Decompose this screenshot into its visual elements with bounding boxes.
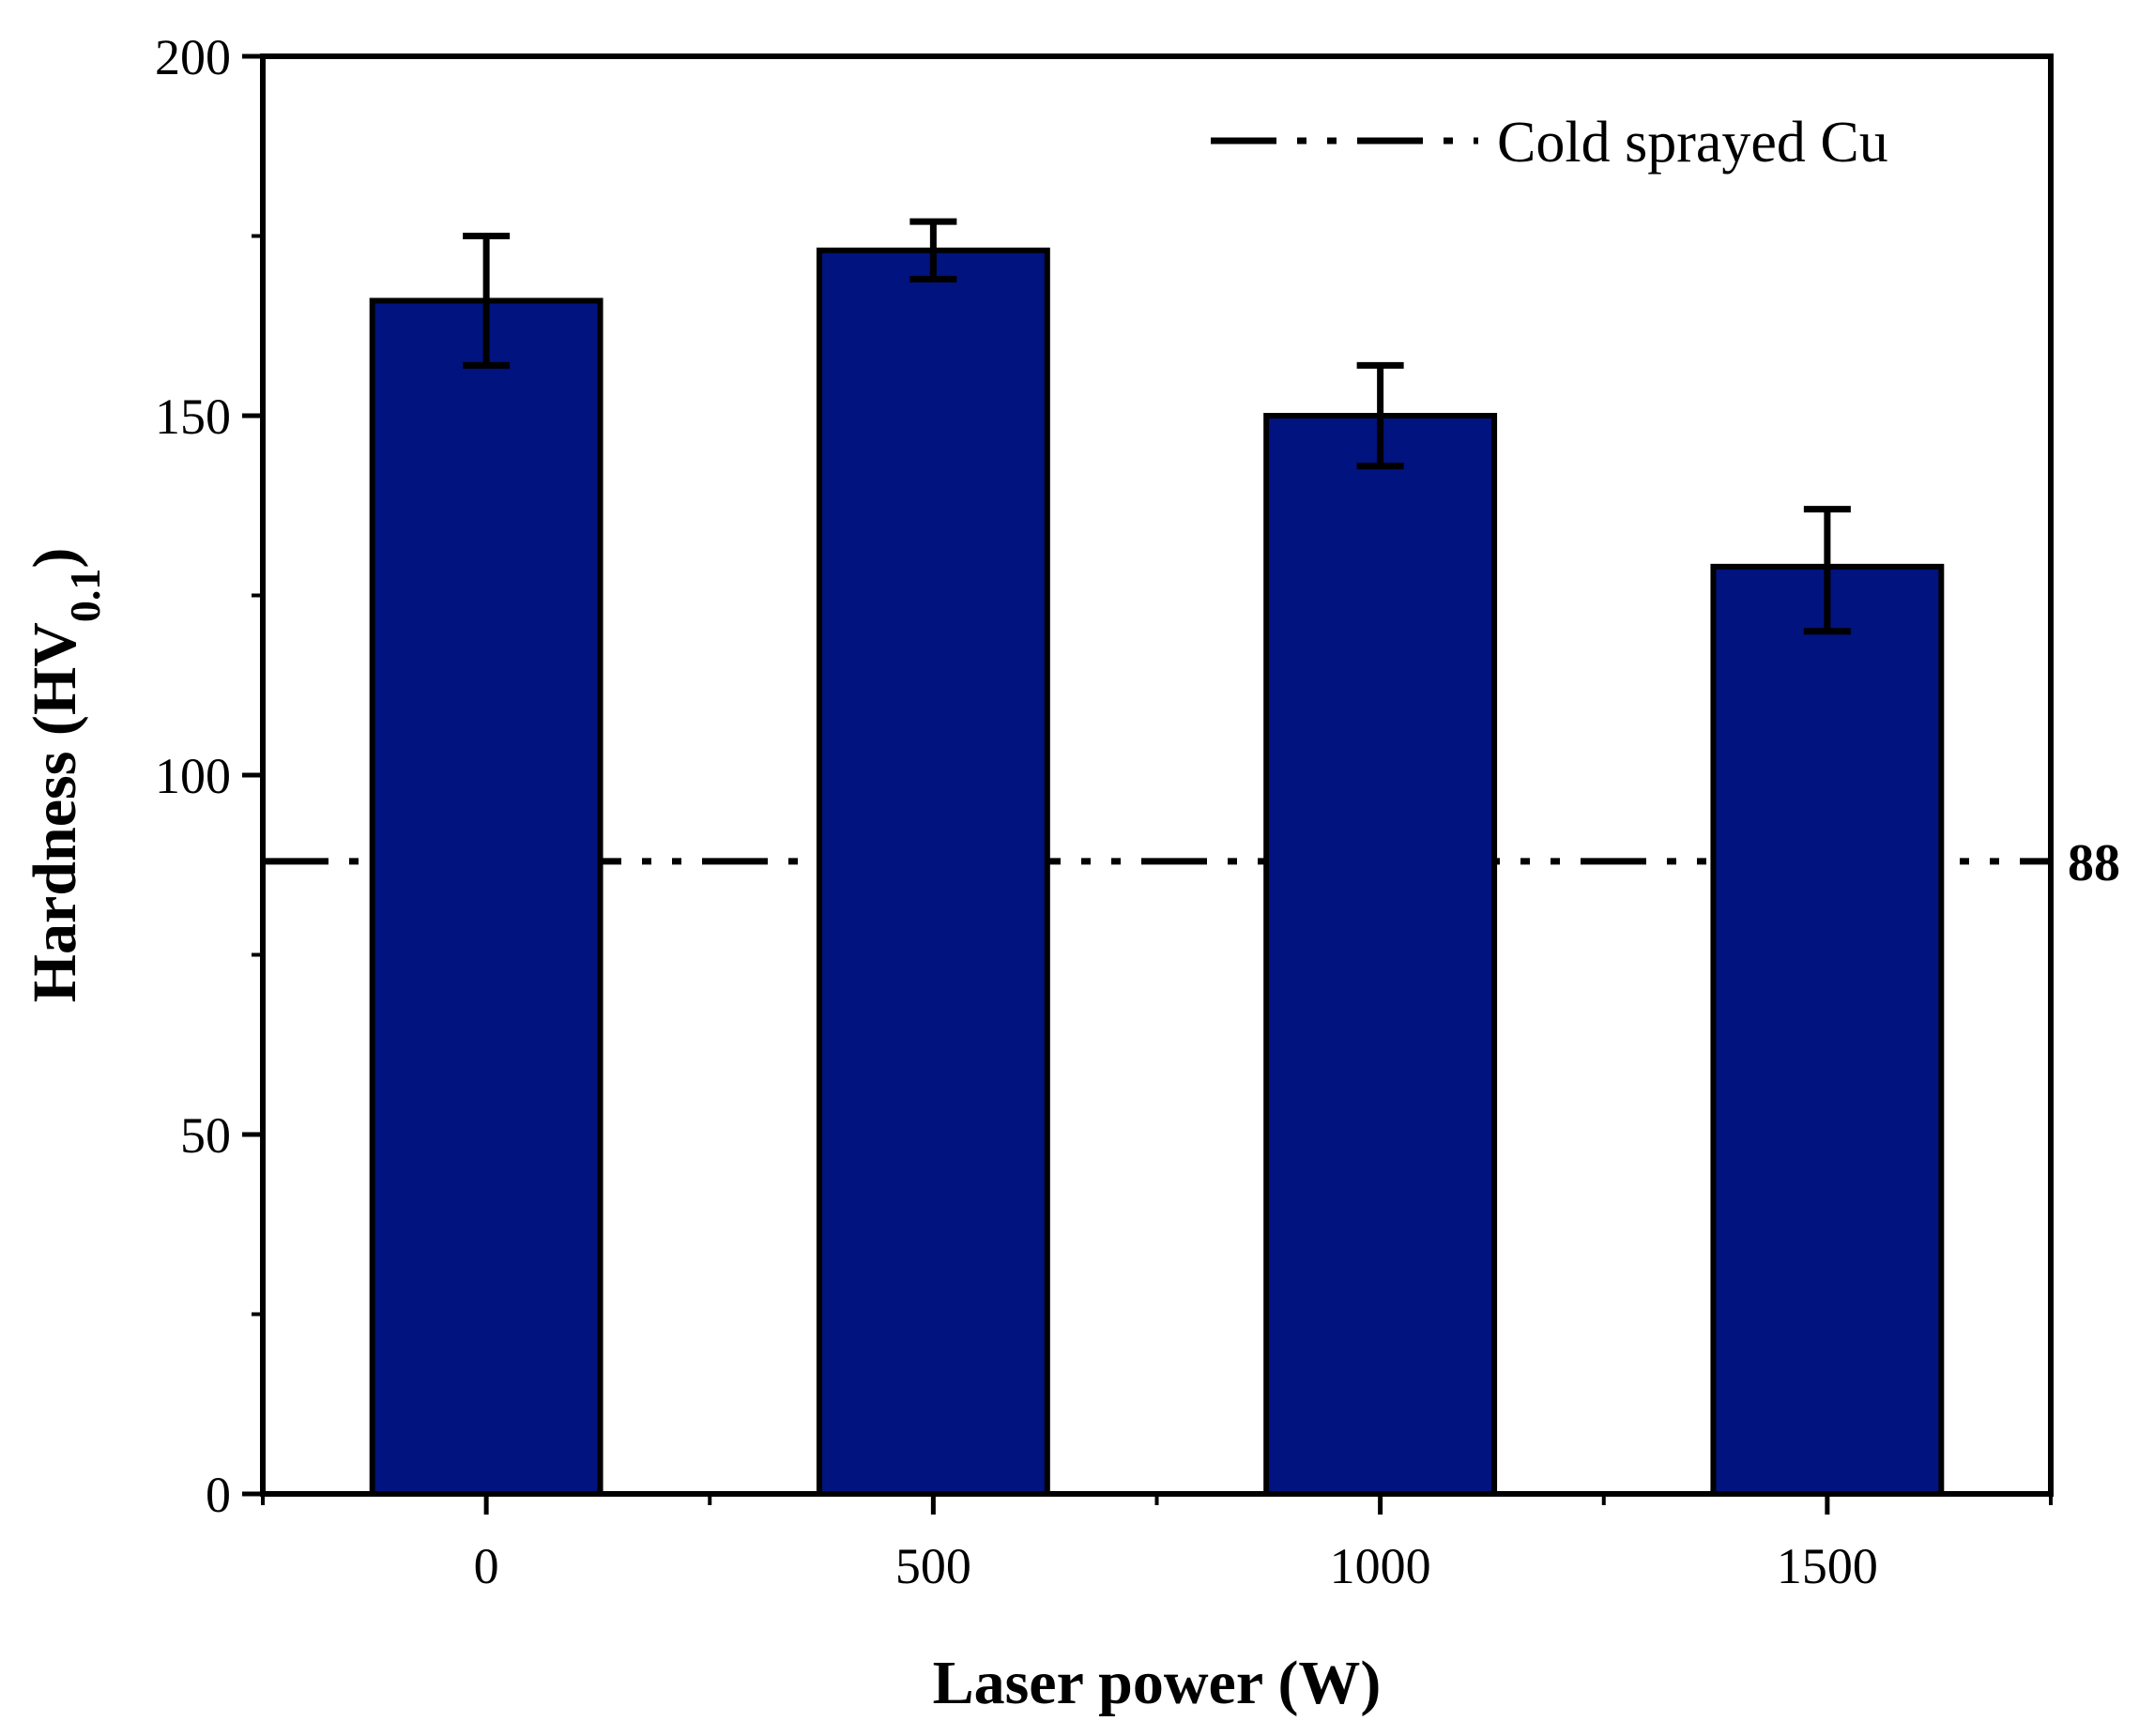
- plot-frame: [260, 53, 2054, 1497]
- reference-value-label: 88: [2068, 834, 2120, 892]
- y-axis-title-subscript: 0.1: [61, 569, 109, 623]
- bar: [1710, 563, 1945, 1497]
- y-tick-label: 150: [155, 388, 231, 445]
- x-axis-title-text: Laser power (W): [933, 1649, 1382, 1717]
- bar: [816, 247, 1050, 1498]
- x-tick-label: 0: [474, 1538, 499, 1594]
- bars: [369, 247, 1945, 1498]
- y-tick-label: 100: [155, 748, 231, 804]
- x-tick-label: 1000: [1330, 1538, 1431, 1594]
- tick-labels: 0 50 100 150 200 0 500 1000 1500: [155, 29, 1878, 1594]
- bar: [1263, 413, 1498, 1497]
- y-tick-label: 200: [155, 29, 231, 85]
- y-axis-title-text: Hardness (HV: [21, 622, 89, 1002]
- legend-label: Cold sprayed Cu: [1497, 111, 1888, 175]
- y-axis-title: Hardness (HV0.1): [21, 548, 109, 1003]
- x-tick-label: 1500: [1777, 1538, 1878, 1594]
- y-tick-label: 50: [180, 1107, 231, 1164]
- y-tick-label: 0: [206, 1467, 231, 1523]
- legend: Cold sprayed Cu: [1211, 111, 1888, 175]
- bar: [369, 297, 604, 1498]
- y-axis-title-end: ): [21, 548, 89, 569]
- x-axis-title: Laser power (W): [933, 1649, 1382, 1717]
- axis-ticks: [242, 53, 2053, 1515]
- x-tick-label: 500: [895, 1538, 971, 1594]
- error-bars: [463, 218, 1851, 635]
